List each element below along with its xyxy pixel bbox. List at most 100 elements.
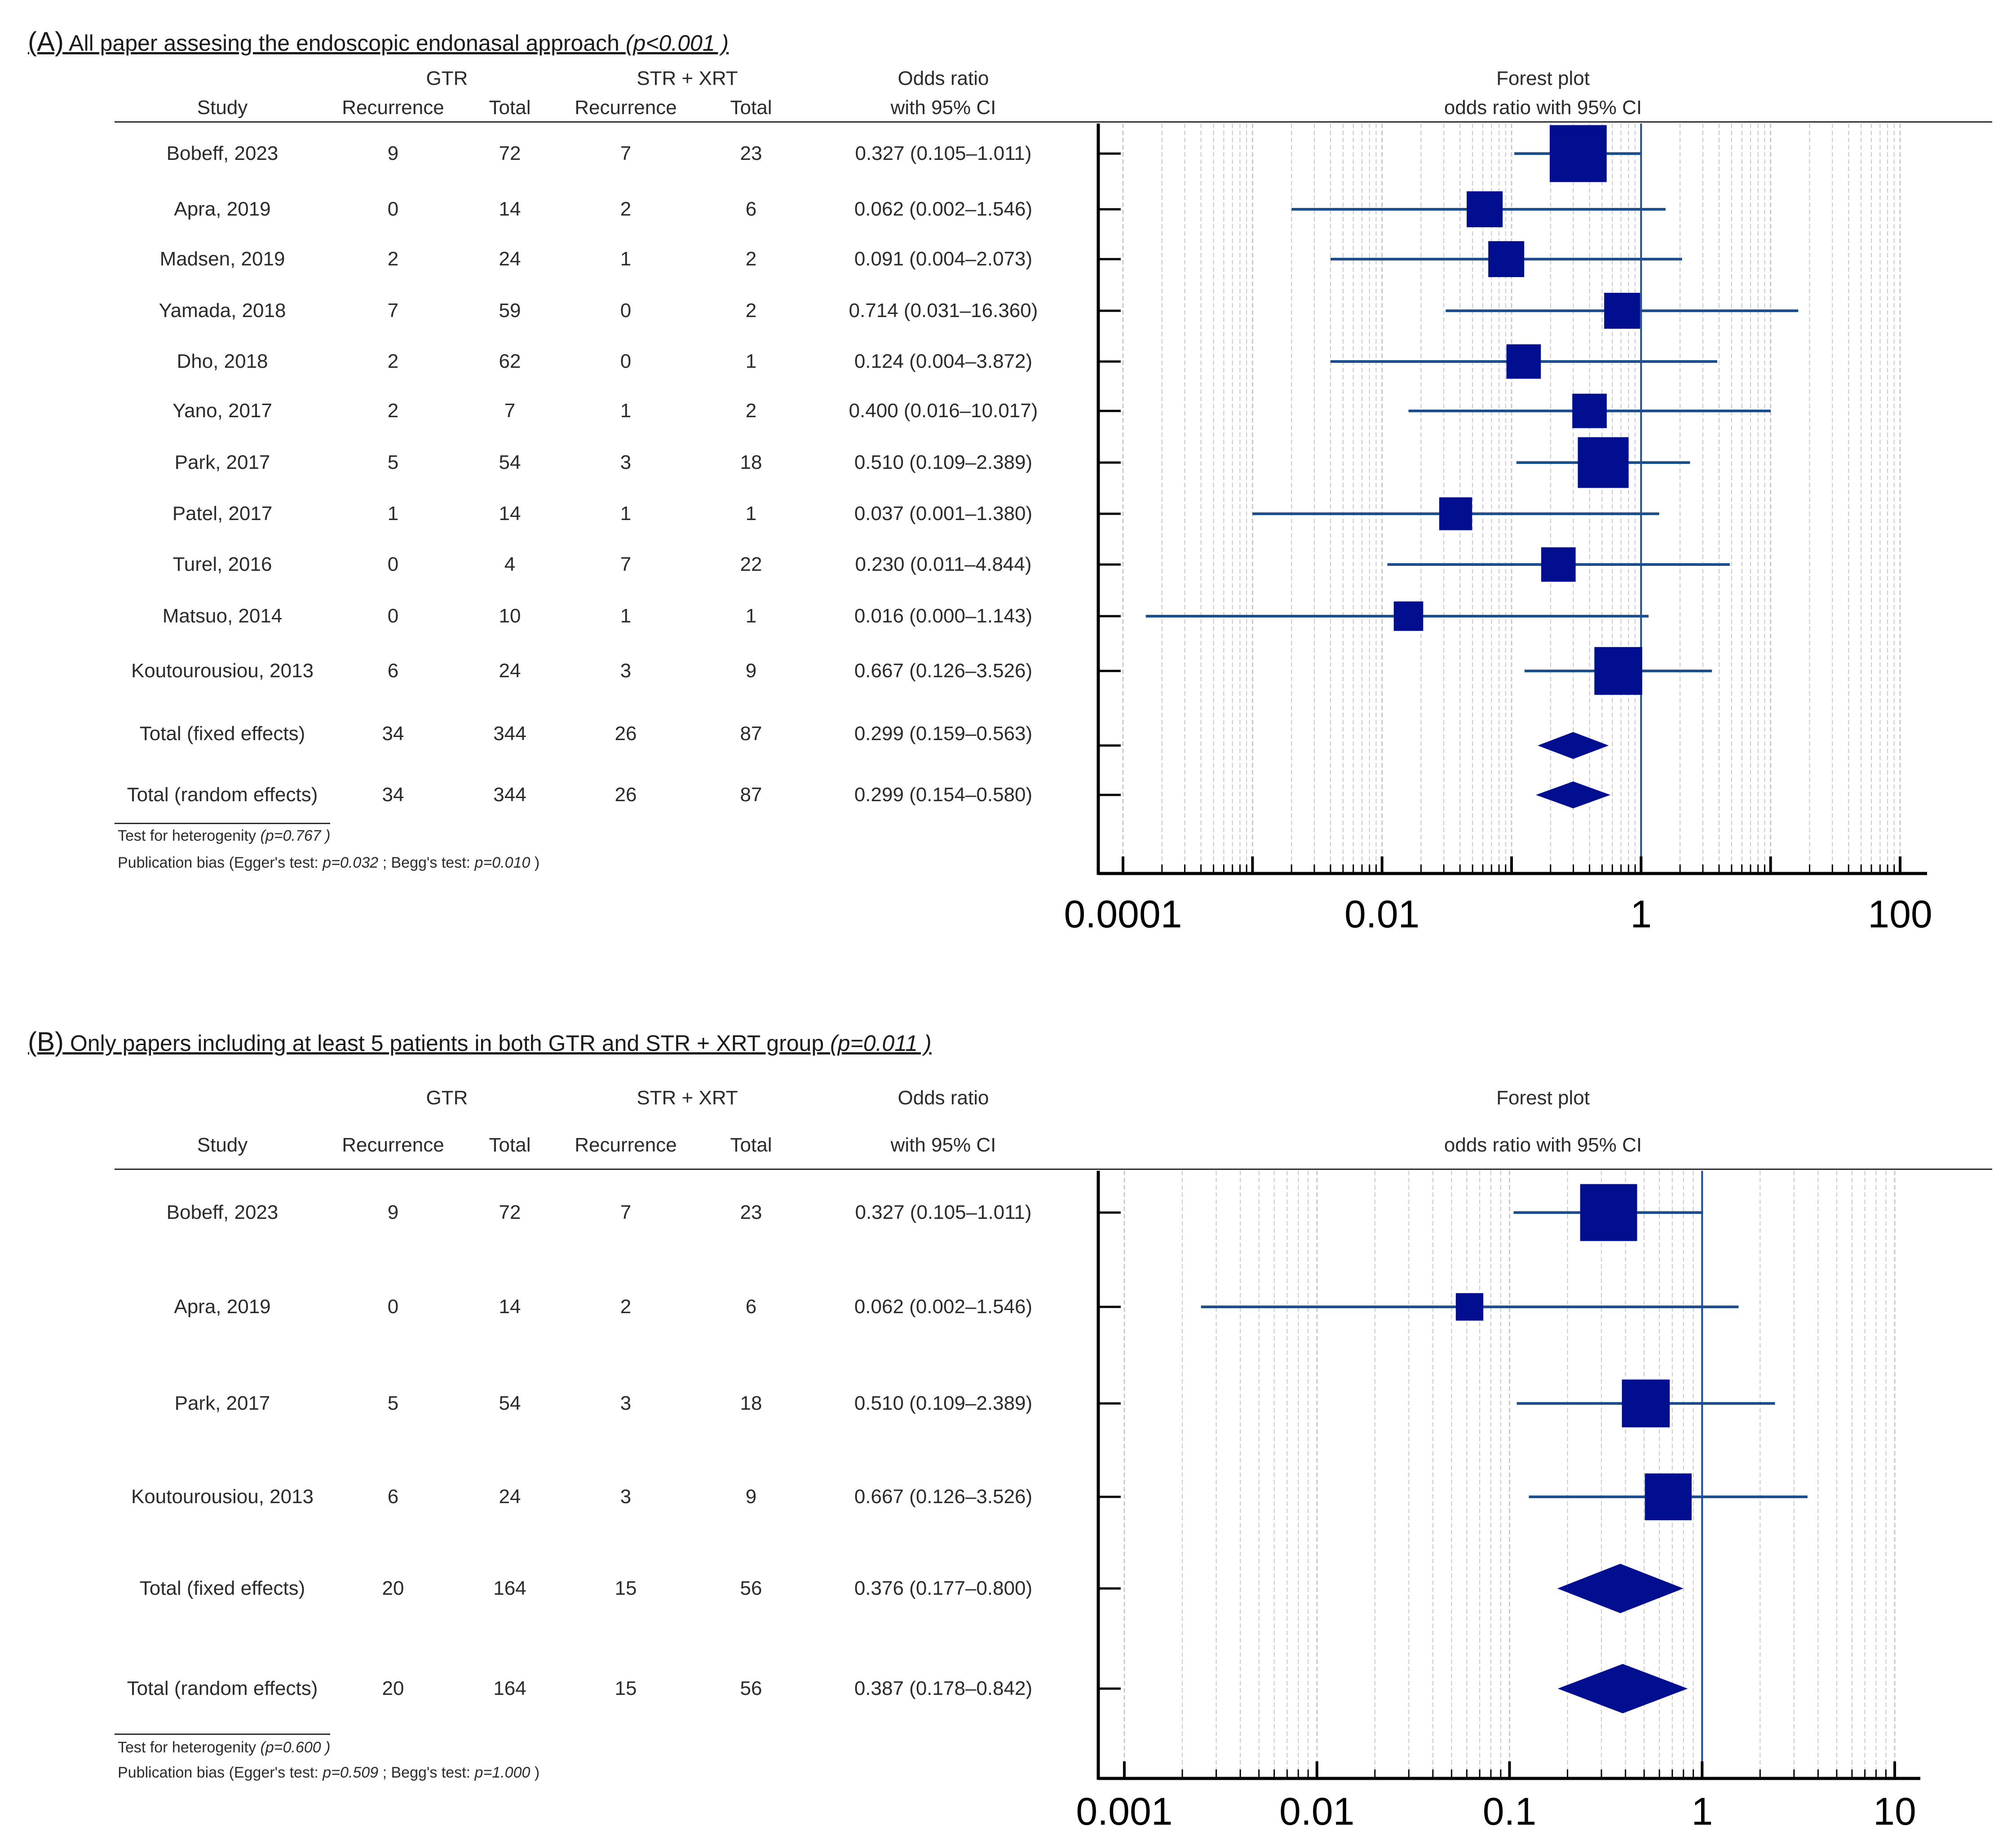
gtr-total-value: 24 [499, 660, 521, 682]
study-marker [1580, 1184, 1637, 1241]
study-marker [1594, 647, 1642, 695]
gtr-recurrence-total: 20 [382, 1677, 404, 1699]
study-name: Apra, 2019 [174, 198, 271, 220]
str-total-value: 6 [745, 198, 757, 220]
gtr-recurrence-value: 9 [387, 1201, 399, 1223]
header-str-xrt: STR + XRT [637, 67, 738, 89]
study-marker [1645, 1473, 1692, 1521]
gtr-recurrence-value: 9 [387, 142, 399, 164]
str-total-value: 1 [745, 503, 757, 525]
heterogeneity-note: Test for heterogenity (p=0.600 ) [118, 1739, 330, 1756]
heterogeneity-label: Test for heterogenity [118, 827, 256, 844]
study-name: Yano, 2017 [172, 400, 272, 422]
publication-bias-note: Publication bias (Egger's test: p=0.509 … [118, 1764, 539, 1782]
odds-ratio-ci-value: 0.714 (0.031–16.360) [849, 300, 1038, 322]
forest-panel-a: (A) All paper assesing the endoscopic en… [28, 26, 1992, 936]
gtr-total-value: 14 [499, 1296, 521, 1318]
heterogeneity-p: (p=0.767 ) [260, 827, 331, 844]
str-recurrence-value: 2 [620, 198, 632, 220]
header-gtr-total: Total [489, 97, 531, 119]
x-tick-label: 0.01 [1344, 893, 1419, 936]
header-study: Study [197, 1134, 248, 1156]
str-recurrence-value: 2 [620, 1296, 632, 1318]
odds-ratio-ci-value: 0.667 (0.126–3.526) [854, 1486, 1033, 1508]
study-name: Matsuo, 2014 [162, 605, 283, 627]
panel-b-label: (B) [28, 1027, 64, 1057]
heterogeneity-p: (p=0.600 ) [260, 1739, 331, 1756]
study-marker [1467, 191, 1503, 227]
study-marker [1541, 547, 1576, 582]
header-forest-ci: odds ratio with 95% CI [1444, 1134, 1642, 1156]
gtr-total-value: 59 [499, 300, 521, 322]
study-name: Yamada, 2018 [159, 300, 286, 322]
x-tick-label: 10 [1873, 1790, 1916, 1833]
panel-b-title: (B) Only papers including at least 5 pat… [28, 1026, 932, 1057]
begg-label: ; Begg's test: [382, 1764, 471, 1781]
x-tick-label: 0.001 [1076, 1790, 1172, 1833]
gtr-recurrence-value: 2 [387, 248, 399, 270]
gtr-total-value: 4 [504, 553, 516, 575]
begg-p: p=1.000 [474, 1764, 531, 1781]
odds-ratio-ci-value: 0.062 (0.002–1.546) [854, 1296, 1033, 1318]
gtr-total-total: 344 [493, 784, 526, 806]
study-name: Koutourousiou, 2013 [131, 1486, 314, 1508]
str-recurrence-value: 7 [620, 142, 632, 164]
study-marker [1488, 241, 1525, 277]
header-gtr-recurrence: Recurrence [342, 1134, 444, 1156]
footnote-rule [115, 1734, 330, 1735]
gtr-recurrence-value: 5 [387, 451, 399, 473]
total-label: Total (random effects) [127, 784, 318, 806]
egger-p: p=0.032 [323, 854, 379, 871]
str-recurrence-value: 3 [620, 451, 632, 473]
study-name: Bobeff, 2023 [166, 1201, 279, 1223]
header-odds-ratio: Odds ratio [897, 1087, 989, 1109]
total-label: Total (fixed effects) [139, 723, 305, 745]
gtr-recurrence-total: 34 [382, 784, 404, 806]
odds-ratio-ci-value: 0.091 (0.004–2.073) [854, 248, 1033, 270]
panel-b-title-pvalue: (p=0.011 ) [830, 1031, 932, 1056]
gtr-recurrence-value: 0 [387, 553, 399, 575]
odds-ratio-ci-value: 0.400 (0.016–10.017) [849, 400, 1038, 422]
forest-plot-b: 0.001 0.01 0.1 1 10 [1076, 1171, 1920, 1833]
study-marker [1622, 1379, 1670, 1428]
odds-ratio-ci-value: 0.327 (0.105–1.011) [855, 1201, 1032, 1223]
x-tick-label: 0.01 [1279, 1790, 1354, 1833]
study-name: Koutourousiou, 2013 [131, 660, 314, 682]
study-name: Bobeff, 2023 [166, 142, 279, 164]
gtr-total-value: 24 [499, 1486, 521, 1508]
study-name: Patel, 2017 [172, 503, 273, 525]
odds-ratio-ci-value: 0.230 (0.011–4.844) [855, 553, 1032, 575]
str-total-value: 9 [745, 660, 757, 682]
study-name: Turel, 2016 [172, 553, 272, 575]
str-recurrence-value: 3 [620, 660, 632, 682]
header-study: Study [197, 97, 248, 119]
bias-close: ) [534, 854, 540, 871]
header-with-ci: with 95% CI [890, 1134, 996, 1156]
x-tick-label: 1 [1630, 893, 1652, 936]
begg-label: ; Begg's test: [382, 854, 471, 871]
gtr-total-value: 54 [499, 1392, 521, 1414]
odds-ratio-ci-value: 0.327 (0.105–1.011) [855, 142, 1032, 164]
study-marker [1506, 344, 1541, 379]
str-total-value: 18 [740, 1392, 762, 1414]
x-axis-ticks [1122, 856, 1901, 873]
header-gtr-recurrence: Recurrence [342, 97, 444, 119]
str-recurrence-value: 0 [620, 300, 632, 322]
str-recurrence-total: 15 [615, 1677, 637, 1699]
total-label: Total (fixed effects) [139, 1577, 305, 1599]
pooled-odds-ratio-ci: 0.376 (0.177–0.800) [854, 1577, 1033, 1599]
gtr-recurrence-value: 2 [387, 400, 399, 422]
gtr-recurrence-total: 20 [382, 1577, 404, 1599]
str-recurrence-value: 0 [620, 350, 632, 372]
str-total-value: 22 [740, 553, 762, 575]
str-total-value: 1 [745, 350, 757, 372]
gtr-total-value: 72 [499, 142, 521, 164]
bias-label: Publication bias (Egger's test: [118, 1764, 318, 1781]
gtr-total-value: 24 [499, 248, 521, 270]
study-marker [1549, 125, 1607, 182]
header-forest-plot: Forest plot [1496, 67, 1590, 89]
total-label: Total (random effects) [127, 1677, 318, 1699]
study-name: Park, 2017 [174, 1392, 270, 1414]
odds-ratio-ci-value: 0.667 (0.126–3.526) [854, 660, 1033, 682]
gtr-total-value: 7 [504, 400, 516, 422]
